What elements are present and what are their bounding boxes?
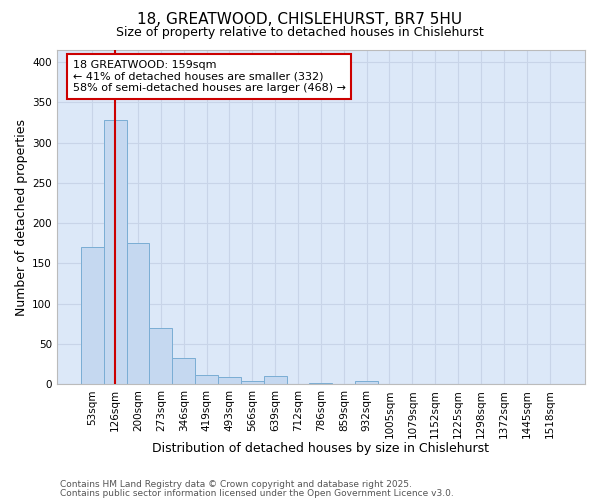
Bar xyxy=(264,376,287,384)
Bar xyxy=(81,248,104,384)
Text: 18 GREATWOOD: 159sqm
← 41% of detached houses are smaller (332)
58% of semi-deta: 18 GREATWOOD: 159sqm ← 41% of detached h… xyxy=(73,60,346,93)
Bar xyxy=(172,358,195,384)
Y-axis label: Number of detached properties: Number of detached properties xyxy=(15,118,28,316)
Bar xyxy=(104,120,127,384)
Bar xyxy=(241,381,264,384)
Bar xyxy=(355,381,378,384)
Text: 18, GREATWOOD, CHISLEHURST, BR7 5HU: 18, GREATWOOD, CHISLEHURST, BR7 5HU xyxy=(137,12,463,28)
Text: Contains HM Land Registry data © Crown copyright and database right 2025.: Contains HM Land Registry data © Crown c… xyxy=(60,480,412,489)
Text: Size of property relative to detached houses in Chislehurst: Size of property relative to detached ho… xyxy=(116,26,484,39)
Bar xyxy=(127,244,149,384)
Bar xyxy=(310,382,332,384)
Bar xyxy=(195,374,218,384)
Bar xyxy=(149,328,172,384)
Text: Contains public sector information licensed under the Open Government Licence v3: Contains public sector information licen… xyxy=(60,489,454,498)
X-axis label: Distribution of detached houses by size in Chislehurst: Distribution of detached houses by size … xyxy=(152,442,490,455)
Bar xyxy=(218,377,241,384)
